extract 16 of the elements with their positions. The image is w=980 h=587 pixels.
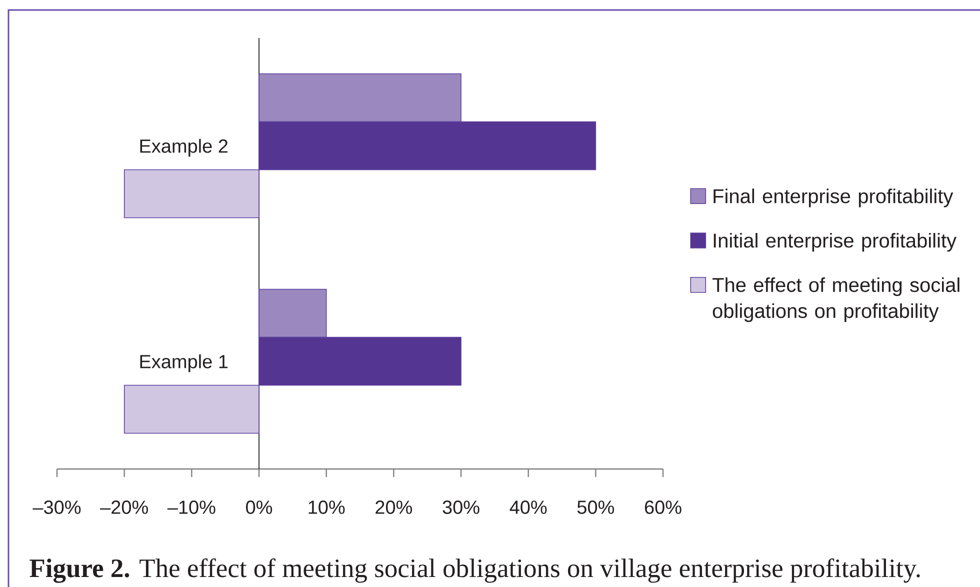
x-tick-label: 50% [577,500,614,514]
legend-label: Initial enterprise profitability [714,232,957,252]
y-tick-label: Example 1 [140,354,228,372]
y-tick-label: Example 2 [140,138,228,157]
x-tick-label: –30% [32,500,81,514]
x-tick-label: 60% [644,500,682,514]
x-tick-label: –20% [100,500,148,514]
x-tick-label: 10% [308,500,345,514]
x-tick-label: 0% [246,500,272,514]
x-tick-label: 30% [442,500,480,514]
x-tick-label: –10% [167,500,216,514]
legend-label: The effect of meeting social obligations on profitability [712,277,960,322]
x-tick-label: 20% [376,500,412,514]
legend-label: Final enterprise profitability [714,188,954,208]
x-tick-label: 40% [510,500,547,514]
text: Figure 2. The effect of meeting social obligations on village enterprise profitability. [30,558,920,583]
